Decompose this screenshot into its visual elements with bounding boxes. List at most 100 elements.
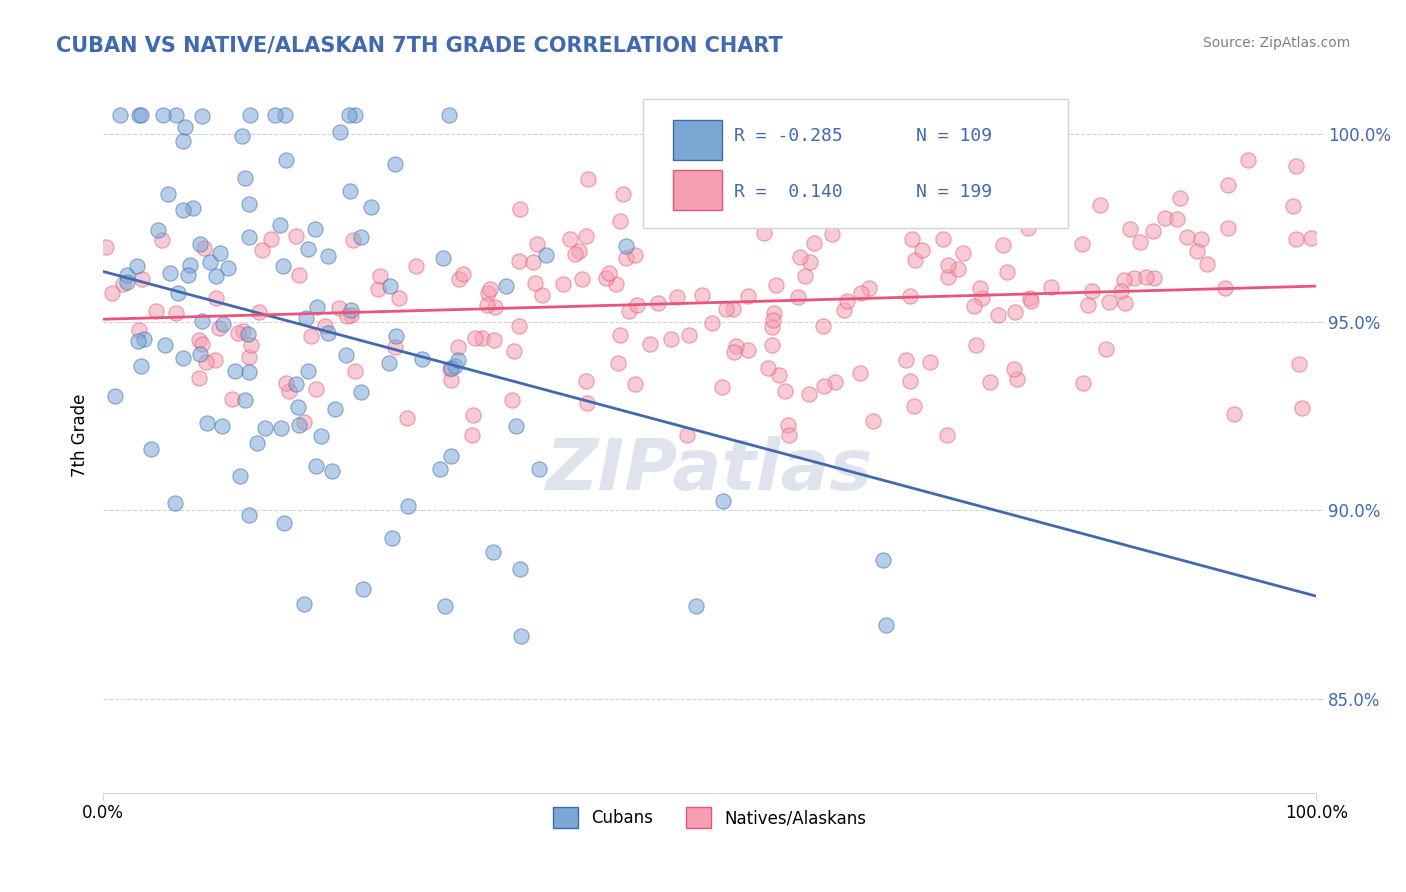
Point: [1195, 257, 1218, 271]
Point: [794, 268, 817, 283]
Point: [778, 428, 800, 442]
Point: [204, 352, 226, 367]
Point: [898, 289, 921, 303]
Point: [165, 306, 187, 320]
Point: [765, 277, 787, 292]
Point: [551, 277, 574, 291]
Point: [316, 249, 339, 263]
Point: [232, 324, 254, 338]
Point: [1168, 191, 1191, 205]
Point: [1077, 298, 1099, 312]
Point: [337, 108, 360, 122]
Point: [349, 230, 371, 244]
Point: [451, 267, 474, 281]
Point: [979, 375, 1001, 389]
Point: [935, 428, 957, 442]
Point: [482, 333, 505, 347]
Point: [108, 108, 131, 122]
Point: [131, 271, 153, 285]
Point: [104, 389, 127, 403]
Point: [340, 309, 363, 323]
Point: [773, 384, 796, 398]
Point: [287, 400, 309, 414]
Point: [153, 338, 176, 352]
Point: [904, 252, 927, 267]
Point: [991, 237, 1014, 252]
Point: [522, 255, 544, 269]
Point: [723, 301, 745, 316]
Point: [1088, 198, 1111, 212]
Point: [811, 318, 834, 333]
Point: [969, 281, 991, 295]
Point: [287, 268, 309, 282]
Point: [294, 415, 316, 429]
Point: [277, 384, 299, 399]
Point: [150, 233, 173, 247]
Point: [163, 495, 186, 509]
Point: [1154, 211, 1177, 225]
Point: [297, 364, 319, 378]
Point: [849, 367, 872, 381]
Point: [976, 186, 998, 200]
Point: [1142, 223, 1164, 237]
Point: [328, 301, 350, 315]
Point: [638, 336, 661, 351]
Point: [273, 516, 295, 530]
Point: [558, 232, 581, 246]
Point: [342, 233, 364, 247]
Point: [246, 436, 269, 450]
Point: [484, 300, 506, 314]
Point: [205, 291, 228, 305]
Point: [464, 331, 486, 345]
Point: [568, 244, 591, 258]
Point: [824, 375, 846, 389]
Point: [145, 304, 167, 318]
Point: [768, 368, 790, 383]
Bar: [673, 120, 721, 160]
Point: [872, 553, 894, 567]
Point: [167, 285, 190, 300]
Point: [963, 299, 986, 313]
Point: [1109, 284, 1132, 298]
Point: [509, 202, 531, 216]
Point: [316, 326, 339, 341]
Point: [477, 298, 499, 312]
Point: [505, 419, 527, 434]
Point: [101, 285, 124, 300]
Point: [191, 314, 214, 328]
Point: [575, 396, 598, 410]
Point: [576, 172, 599, 186]
Point: [335, 348, 357, 362]
Point: [853, 123, 876, 137]
Point: [429, 462, 451, 476]
Point: [1237, 153, 1260, 167]
Point: [605, 277, 627, 291]
Point: [231, 128, 253, 143]
Point: [1189, 232, 1212, 246]
Point: [127, 334, 149, 348]
Point: [238, 350, 260, 364]
Point: [862, 414, 884, 428]
Point: [96, 240, 118, 254]
Point: [188, 236, 211, 251]
Point: [228, 469, 250, 483]
Point: [756, 361, 779, 376]
Point: [1122, 271, 1144, 285]
Point: [789, 250, 811, 264]
Point: [238, 196, 260, 211]
Point: [208, 245, 231, 260]
Point: [221, 392, 243, 406]
Point: [299, 329, 322, 343]
Point: [700, 316, 723, 330]
Point: [481, 545, 503, 559]
Point: [1114, 295, 1136, 310]
Point: [368, 269, 391, 284]
Point: [965, 338, 987, 352]
Point: [339, 184, 361, 198]
Point: [305, 458, 328, 473]
Point: [195, 417, 218, 431]
Point: [675, 428, 697, 442]
Point: [208, 321, 231, 335]
Point: [1002, 361, 1025, 376]
Point: [724, 338, 747, 352]
